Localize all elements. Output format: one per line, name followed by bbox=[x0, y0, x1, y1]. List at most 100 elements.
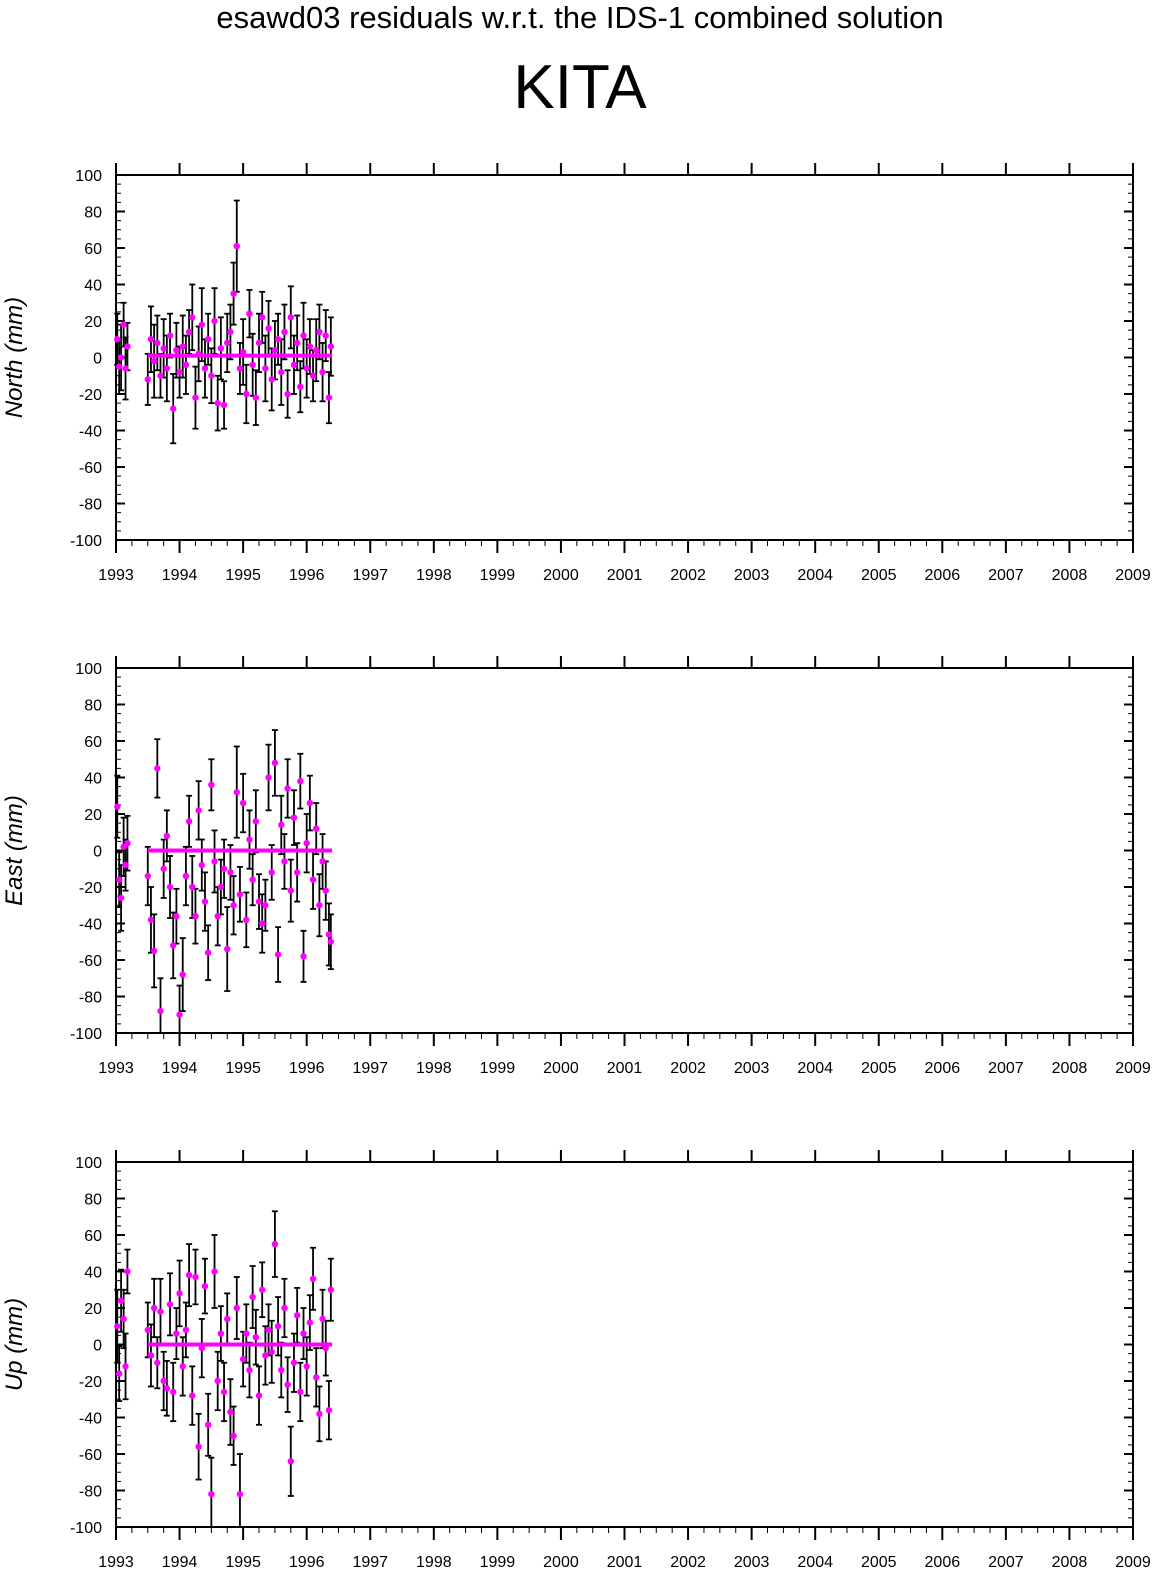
x-tick-label: 2004 bbox=[797, 1554, 833, 1571]
data-point bbox=[114, 336, 121, 343]
data-point bbox=[306, 343, 314, 350]
data-point bbox=[160, 865, 167, 872]
y-tick-label: -40 bbox=[79, 917, 102, 934]
data-point bbox=[303, 365, 310, 372]
data-point bbox=[316, 1410, 323, 1418]
data-point bbox=[278, 368, 285, 376]
data-point bbox=[309, 1275, 317, 1283]
x-tick-label: 2009 bbox=[1115, 1060, 1151, 1077]
data-point bbox=[214, 913, 221, 920]
data-point bbox=[322, 887, 329, 894]
data-point bbox=[252, 394, 260, 401]
x-tick-label: 1996 bbox=[289, 1554, 325, 1571]
data-point bbox=[284, 390, 291, 398]
data-point bbox=[150, 357, 158, 365]
x-tick-label: 2006 bbox=[925, 567, 961, 584]
data-point bbox=[217, 345, 225, 352]
data-point bbox=[198, 321, 206, 328]
y-tick-label: 20 bbox=[84, 314, 102, 331]
x-tick-label: 2005 bbox=[861, 1060, 897, 1077]
data-point bbox=[211, 1268, 218, 1275]
data-point bbox=[255, 339, 263, 347]
x-tick-label: 2008 bbox=[1052, 1554, 1088, 1571]
data-point bbox=[268, 376, 275, 383]
data-point bbox=[224, 945, 231, 953]
data-point bbox=[319, 368, 326, 376]
data-point bbox=[115, 363, 123, 370]
y-tick-label: -80 bbox=[79, 1484, 102, 1501]
data-point bbox=[262, 1352, 269, 1359]
y-tick-label: -80 bbox=[79, 990, 102, 1007]
data-point bbox=[230, 902, 237, 909]
data-point bbox=[316, 902, 323, 909]
data-point bbox=[290, 361, 298, 368]
panel-1: 100 80 60 40 20 0 -20 -40 -60 -80 -100 1993 1994 1995… bbox=[1, 656, 1151, 1077]
data-point bbox=[230, 290, 237, 297]
x-tick-label: 2004 bbox=[797, 567, 833, 584]
data-point bbox=[157, 1007, 164, 1015]
data-point bbox=[268, 869, 275, 876]
data-point bbox=[239, 799, 247, 807]
data-point bbox=[284, 1381, 291, 1388]
data-point bbox=[170, 1388, 177, 1396]
data-point bbox=[306, 799, 314, 807]
data-point bbox=[274, 1323, 282, 1330]
data-point bbox=[157, 1308, 164, 1315]
data-point bbox=[179, 343, 186, 350]
data-point bbox=[327, 938, 335, 945]
data-point bbox=[313, 1374, 320, 1381]
data-point bbox=[271, 1240, 279, 1248]
data-point bbox=[227, 328, 234, 336]
y-tick-label: 20 bbox=[84, 807, 102, 824]
data-point bbox=[246, 836, 253, 843]
y-tick-label: -40 bbox=[79, 424, 102, 441]
data-point bbox=[163, 1385, 171, 1392]
data-point bbox=[176, 368, 183, 376]
x-tick-label: 2003 bbox=[734, 1554, 770, 1571]
y-tick-label: 40 bbox=[84, 771, 102, 788]
data-point bbox=[239, 348, 247, 356]
data-point bbox=[208, 372, 215, 379]
data-point bbox=[306, 1319, 314, 1326]
data-point bbox=[249, 1293, 256, 1301]
data-point bbox=[144, 1326, 151, 1334]
y-tick-label: 80 bbox=[84, 1192, 102, 1209]
data-point bbox=[122, 1363, 129, 1370]
data-point bbox=[313, 347, 320, 354]
x-tick-label: 2000 bbox=[543, 567, 579, 584]
data-point bbox=[195, 807, 202, 814]
data-point bbox=[154, 765, 161, 772]
data-point bbox=[144, 872, 151, 880]
data-point bbox=[325, 394, 333, 401]
y-tick-label: 60 bbox=[84, 241, 102, 258]
data-point bbox=[287, 1458, 294, 1465]
y-tick-label: -20 bbox=[79, 880, 102, 897]
data-point bbox=[160, 345, 167, 352]
data-point bbox=[124, 1268, 131, 1275]
data-point bbox=[325, 1407, 333, 1414]
data-point bbox=[233, 1304, 240, 1312]
data-point bbox=[265, 325, 272, 332]
data-point bbox=[154, 1359, 161, 1366]
data-point bbox=[179, 971, 186, 978]
data-point bbox=[239, 1355, 247, 1363]
x-tick-label: 1996 bbox=[289, 567, 325, 584]
data-point bbox=[120, 321, 127, 328]
x-tick-label: 2002 bbox=[670, 567, 706, 584]
data-point bbox=[290, 814, 298, 821]
data-point bbox=[233, 242, 240, 250]
data-point bbox=[293, 339, 301, 347]
data-point bbox=[208, 781, 215, 788]
data-point bbox=[204, 336, 212, 343]
data-point bbox=[150, 1304, 158, 1312]
data-point bbox=[268, 1348, 275, 1356]
x-tick-label: 1993 bbox=[98, 567, 134, 584]
data-point bbox=[220, 865, 228, 872]
data-point bbox=[166, 332, 174, 339]
data-point bbox=[170, 942, 177, 949]
data-point bbox=[166, 883, 174, 891]
data-point bbox=[290, 1359, 298, 1366]
x-tick-label: 1997 bbox=[352, 1060, 388, 1077]
station-name: KITA bbox=[513, 53, 647, 122]
